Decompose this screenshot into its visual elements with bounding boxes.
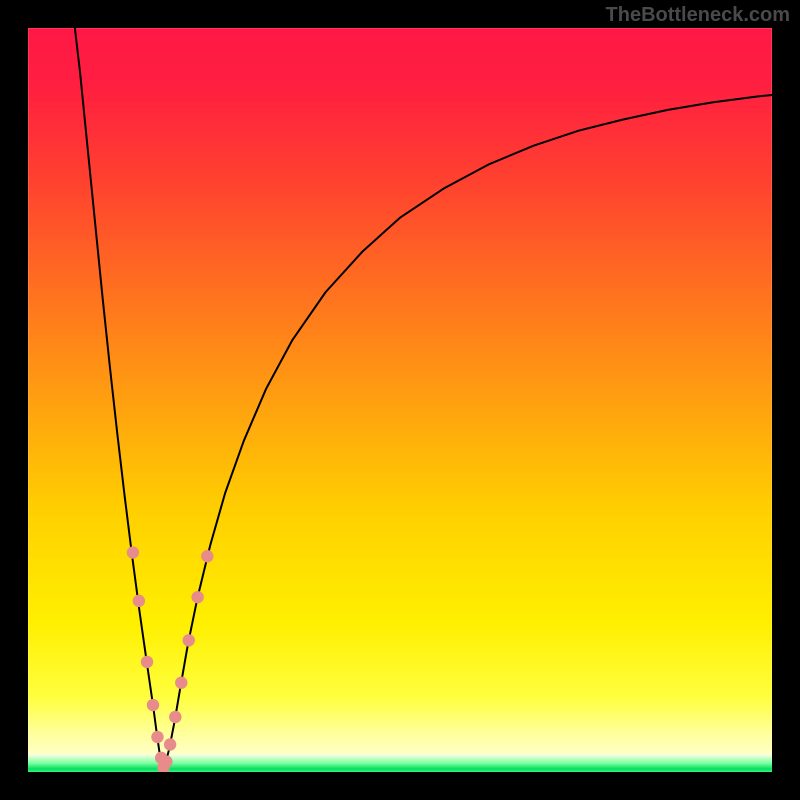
chart-stage: TheBottleneck.com: [0, 0, 800, 800]
gradient-background: [0, 0, 800, 800]
